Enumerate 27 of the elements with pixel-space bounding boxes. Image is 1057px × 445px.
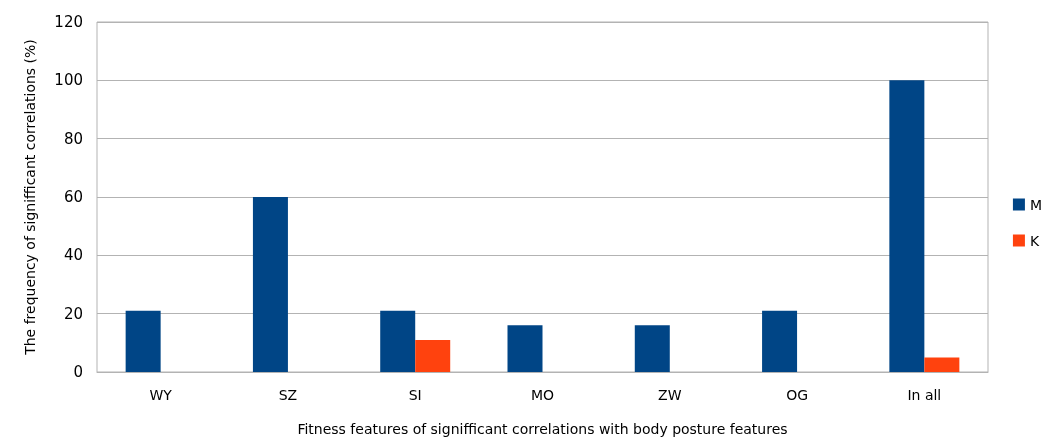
y-tick-label: 120 <box>54 13 83 31</box>
bar <box>415 339 451 372</box>
x-tick-label: SI <box>408 387 422 403</box>
x-tick-label: WY <box>149 387 173 403</box>
bar <box>380 310 416 372</box>
bar <box>125 310 161 372</box>
y-tick-label: 80 <box>63 129 83 148</box>
x-tick-label: MO <box>530 387 555 403</box>
y-tick-label: 100 <box>54 71 83 90</box>
legend-label: M <box>1029 196 1043 213</box>
y-tick-label: 0 <box>73 363 83 381</box>
bar <box>507 325 543 372</box>
x-tick-label: ZW <box>658 387 682 403</box>
x-tick-label: OG <box>786 387 809 403</box>
x-axis-title: Fitness features of signifficant correlations with body posture features <box>297 421 788 437</box>
bar <box>634 325 670 372</box>
y-axis-title: The frequency of signifficant correlations (%) <box>22 39 38 356</box>
bar <box>762 310 798 372</box>
x-tick-label: In all <box>907 387 942 403</box>
y-tick-label: 20 <box>63 304 83 323</box>
legend-label: K <box>1029 232 1040 249</box>
y-tick-label: 60 <box>63 188 83 206</box>
bar <box>889 80 925 372</box>
bar <box>252 197 288 372</box>
bar <box>924 357 960 372</box>
x-tick-label: SZ <box>278 387 298 403</box>
y-tick-label: 40 <box>63 246 83 265</box>
